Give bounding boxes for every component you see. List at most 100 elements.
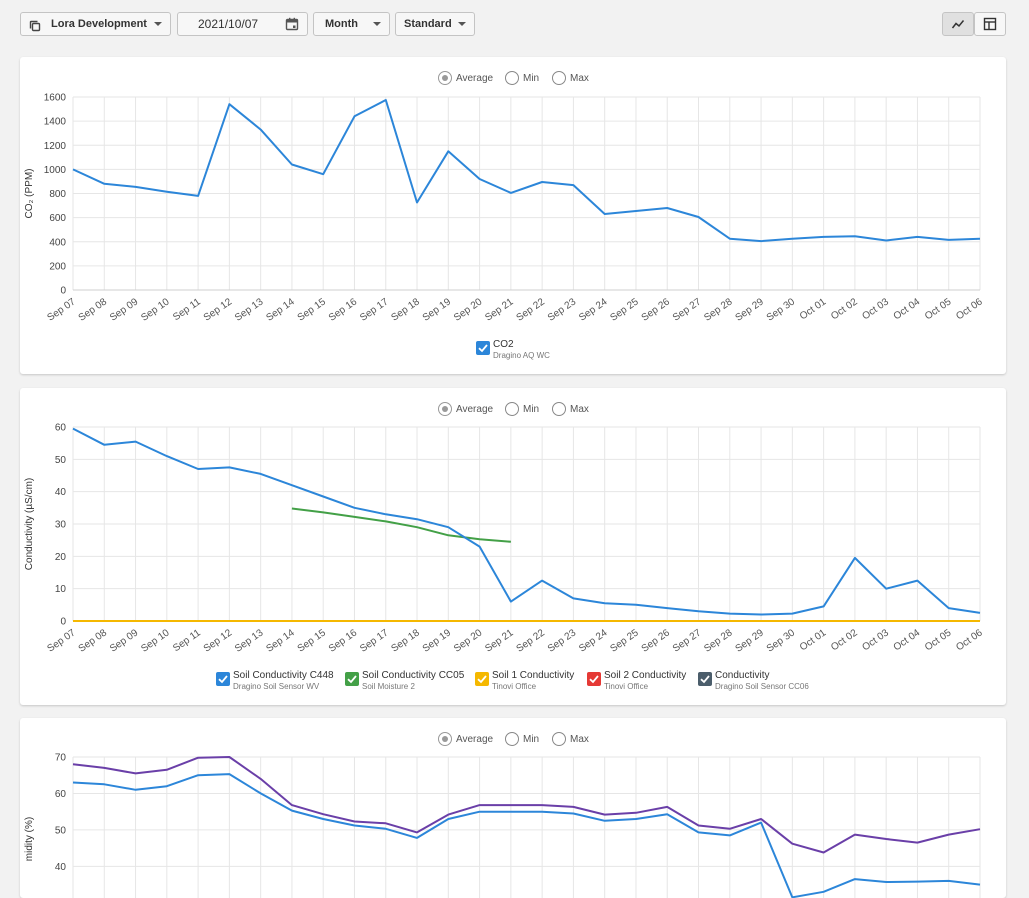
chart-view-button[interactable]	[942, 12, 974, 36]
x-tick-label: Sep 13	[233, 627, 266, 654]
x-tick-label: Sep 20	[452, 627, 485, 654]
radio-label: Max	[570, 404, 589, 415]
x-tick-label: Sep 26	[640, 627, 673, 654]
y-tick-label: 200	[49, 261, 66, 272]
x-tick-label: Sep 22	[515, 296, 548, 323]
x-tick-label: Sep 15	[296, 627, 329, 654]
y-tick-label: 1400	[44, 117, 67, 128]
y-tick-label: 70	[55, 753, 67, 764]
x-tick-label: Sep 18	[389, 296, 422, 323]
x-tick-label: Sep 10	[139, 296, 172, 323]
legend-checkbox[interactable]	[476, 341, 490, 355]
y-tick-label: 10	[55, 584, 67, 595]
y-axis-label: CO₂ (PPM)	[24, 169, 35, 219]
x-tick-label: Sep 29	[734, 627, 767, 654]
x-tick-label: Sep 16	[327, 627, 360, 654]
project-select[interactable]: Lora Development	[20, 12, 171, 36]
radio-label: Max	[570, 73, 589, 84]
y-tick-label: 40	[55, 487, 67, 498]
y-tick-label: 20	[55, 552, 67, 563]
x-tick-label: Sep 12	[202, 296, 235, 323]
date-picker[interactable]: 2021/10/07	[177, 12, 308, 36]
x-tick-label: Oct 04	[892, 627, 923, 653]
y-tick-label: 800	[49, 189, 66, 200]
x-tick-label: Sep 13	[233, 296, 266, 323]
table-view-button[interactable]	[974, 12, 1006, 36]
y-tick-label: 50	[55, 455, 67, 466]
y-tick-label: 0	[60, 286, 66, 297]
x-tick-label: Sep 20	[452, 296, 485, 323]
date-value: 2021/10/07	[198, 17, 259, 31]
y-tick-label: 1000	[44, 165, 67, 176]
x-tick-label: Oct 02	[829, 627, 860, 653]
y-tick-label: 30	[55, 520, 67, 531]
radio-label: Min	[523, 734, 540, 745]
period-select[interactable]: Month	[313, 12, 390, 36]
x-tick-label: Sep 14	[264, 296, 297, 323]
x-tick-label: Sep 10	[139, 627, 172, 654]
legend-checkbox[interactable]	[216, 672, 230, 686]
legend-series-source: Dragino Soil Sensor WV	[233, 682, 320, 691]
conductivity-chart-card: Average Min Max 0 10 20 30 40 50 60 Sep 07 Sep 0…	[20, 388, 1006, 705]
series-line	[72, 756, 981, 854]
y-tick-label: 1200	[44, 141, 67, 152]
legend-series-name: Soil 2 Conductivity	[604, 670, 687, 681]
y-tick-label: 40	[55, 862, 67, 873]
radio-label: Min	[523, 404, 540, 415]
x-tick-label: Sep 12	[202, 627, 235, 654]
legend-series-source: Tinovi Office	[604, 682, 649, 691]
co2-chart-card: Average Min Max 0 200 400 600 800 1000 1200 140…	[20, 57, 1006, 374]
series-line	[72, 427, 981, 616]
radio-label: Average	[456, 404, 494, 415]
x-tick-label: Sep 27	[671, 627, 704, 654]
y-tick-label: 0	[60, 617, 66, 628]
radio-label: Min	[523, 73, 540, 84]
toolbar: Lora Development 2021/10/07 Month Standa…	[0, 0, 1029, 46]
y-tick-label: 60	[55, 789, 67, 800]
x-tick-label: Sep 18	[389, 627, 422, 654]
x-tick-label: Oct 05	[923, 627, 954, 653]
x-tick-label: Sep 11	[171, 296, 203, 323]
x-tick-label: Sep 21	[483, 296, 516, 323]
x-tick-label: Oct 03	[860, 296, 891, 322]
legend-series-source: Soil Moisture 2	[362, 682, 415, 691]
radio-dot	[552, 402, 566, 416]
x-tick-label: Sep 17	[358, 627, 391, 654]
mode-select-label: Standard	[404, 18, 452, 30]
period-select-label: Month	[325, 18, 358, 30]
radio-dot	[438, 71, 452, 85]
chevron-down-icon	[154, 22, 162, 26]
y-tick-label: 60	[55, 423, 67, 434]
legend-checkbox[interactable]	[698, 672, 712, 686]
x-tick-label: Sep 23	[546, 627, 579, 654]
legend-series-name: CO2	[493, 339, 514, 350]
x-tick-label: Sep 08	[77, 296, 110, 323]
x-tick-label: Sep 26	[640, 296, 673, 323]
x-tick-label: Sep 21	[483, 627, 516, 654]
mode-select[interactable]: Standard	[395, 12, 475, 36]
legend-checkbox[interactable]	[587, 672, 601, 686]
series-line	[72, 99, 981, 243]
legend-series-source: Dragino Soil Sensor CC06	[715, 682, 809, 691]
x-tick-label: Sep 09	[108, 627, 141, 654]
radio-dot	[505, 71, 519, 85]
calendar-icon[interactable]	[285, 17, 299, 31]
x-tick-label: Oct 05	[923, 296, 954, 322]
radio-label: Average	[456, 734, 494, 745]
legend-checkbox[interactable]	[345, 672, 359, 686]
legend-checkbox[interactable]	[475, 672, 489, 686]
x-tick-label: Sep 28	[702, 296, 735, 323]
series-line	[72, 773, 981, 898]
x-tick-label: Sep 29	[734, 296, 767, 323]
legend-series-name: Soil 1 Conductivity	[492, 670, 575, 681]
x-tick-label: Sep 22	[515, 627, 548, 654]
radio-dot	[438, 402, 452, 416]
radio-dot	[552, 732, 566, 746]
x-tick-label: Oct 02	[829, 296, 860, 322]
x-tick-label: Sep 25	[608, 627, 641, 654]
radio-label: Max	[570, 734, 589, 745]
x-tick-label: Sep 25	[608, 296, 641, 323]
x-tick-label: Sep 16	[327, 296, 360, 323]
x-tick-label: Oct 04	[892, 296, 923, 322]
